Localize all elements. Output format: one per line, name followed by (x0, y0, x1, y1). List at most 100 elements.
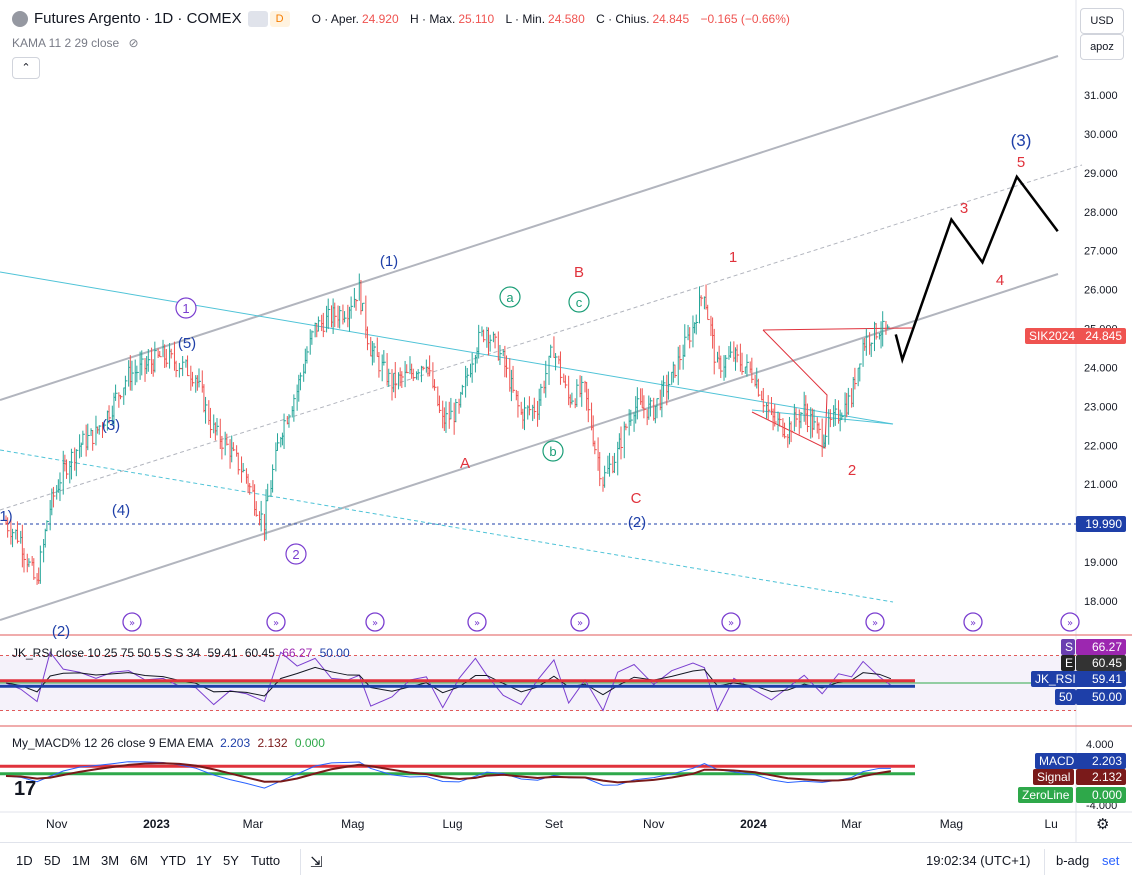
rsi-value-4: 50.00 (319, 646, 350, 660)
open-value: 24.920 (361, 11, 399, 26)
event-marker-glyph: » (129, 618, 135, 629)
chart-canvas[interactable]: 1) (3) (4) (5) (1) (2) (2) (3) 1 2 a b c A B C 1 2 3 4 5 31.… (0, 0, 1132, 842)
macd-legend[interactable]: My_MACD% 12 26 close 9 EMA EMA 2.203 2.1… (12, 736, 325, 750)
price-tick-label: 18.000 (1084, 596, 1118, 608)
gear-icon[interactable]: ⚙ (1096, 816, 1110, 833)
macd-line (5, 761, 891, 789)
wave-label-blue: (5) (178, 335, 196, 352)
wave-label-blue: 1) (0, 508, 13, 525)
price-tick-label: 21.000 (1084, 479, 1118, 491)
wave-label-blue: (2) (628, 514, 646, 531)
rsi-label-text: JK_RSI close 10 25 75 50 5 S S 34 (12, 646, 201, 660)
range-1y-button[interactable]: 1Y (196, 853, 212, 868)
event-marker-glyph: » (372, 618, 378, 629)
clock-time[interactable]: 19:02:34 (UTC+1) (926, 853, 1031, 868)
zero-value: 0.000 (294, 736, 325, 750)
macd-name-tag: MACD (1035, 753, 1079, 769)
high-value: 25.110 (458, 11, 495, 26)
time-tick-label: Nov (643, 817, 664, 831)
rsi-pane (0, 651, 1076, 712)
wave-label-red: 5 (1017, 154, 1025, 171)
lower-channel-line (0, 273, 1059, 621)
cyan-trend-line (0, 271, 894, 425)
wave-circle-green (542, 440, 564, 462)
upper-channel-line (0, 55, 1059, 401)
event-marker-icon (570, 612, 590, 632)
event-marker-icon (963, 612, 983, 632)
mid-channel-line (0, 164, 1083, 511)
rsi-legend[interactable]: JK_RSI close 10 25 75 50 5 S S 34 59.41 … (12, 646, 350, 660)
time-axis[interactable]: Nov 2023 Mar Mag Lug Set Nov 2024 Mar Mag Lu (46, 817, 1058, 831)
macd-value-tag: 2.203 (1076, 753, 1126, 769)
wave-circle-purple (175, 297, 197, 319)
open-label: O · Aper. (311, 11, 359, 26)
event-marker-icon (467, 612, 487, 632)
event-marker-icon (365, 612, 385, 632)
range-6m-button[interactable]: 6M (130, 853, 149, 868)
range-1m-button[interactable]: 1M (72, 853, 91, 868)
signal-value-tag: 2.132 (1076, 769, 1126, 785)
symbol-title[interactable]: Futures Argento · 1D · COMEX (34, 10, 242, 27)
collapse-legend-button[interactable]: ⌃ (12, 57, 40, 79)
range-ytd-button[interactable]: YTD (160, 853, 186, 868)
range-3m-button[interactable]: 3M (101, 853, 120, 868)
wave-circle-green (499, 286, 521, 308)
signal-name-tag: Signal (1033, 769, 1075, 785)
event-marker-glyph: » (1067, 618, 1073, 629)
rsi-e-letter: E (1061, 655, 1075, 671)
price-axis[interactable]: 31.00030.00029.00028.00027.00026.00025.0… (1084, 90, 1118, 608)
zeroline-name-tag: ZeroLine (1018, 787, 1074, 803)
event-marker-icon (1060, 612, 1080, 632)
rsi-e-tag: 60.45 (1076, 655, 1126, 671)
close-value: 24.845 (652, 11, 690, 26)
kama-label-text: KAMA 11 2 29 close (12, 36, 120, 50)
wave-label-red: B (574, 264, 584, 281)
range-5d-button[interactable]: 5D (44, 853, 61, 868)
event-marker-icon (122, 612, 142, 632)
range-all-button[interactable]: Tutto (251, 853, 281, 868)
toolbar-divider (300, 849, 301, 875)
price-tick-label: 31.000 (1084, 90, 1118, 102)
rsi-value-tag: 59.41 (1076, 671, 1126, 687)
price-tick-label: 26.000 (1084, 285, 1118, 297)
scale-button[interactable]: apoz (1080, 34, 1124, 60)
trend-lines[interactable] (0, 55, 1083, 621)
range-1d-button[interactable]: 1D (16, 853, 33, 868)
wave-label-green: b (549, 444, 556, 459)
market-status-icon[interactable] (247, 10, 268, 27)
kama-indicator-label[interactable]: KAMA 11 2 29 close ⊘ (12, 36, 139, 50)
wave-label-blue: (3) (102, 417, 120, 434)
symbol-logo-icon (12, 10, 28, 27)
range-5y-button[interactable]: 5Y (223, 853, 239, 868)
wave-label-purple: 2 (292, 547, 299, 562)
wave-label-blue: (4) (112, 502, 130, 519)
currency-button[interactable]: USD (1080, 8, 1124, 34)
tradingview-logo-icon[interactable]: 17 (14, 778, 37, 800)
wave-label-green: c (576, 295, 583, 310)
ohlc-values: O · Aper. 24.920 H · Max. 25.110 L · Min. 2… (312, 12, 798, 26)
event-marker-glyph: » (474, 618, 480, 629)
event-marker-icon (865, 612, 885, 632)
time-tick-label: 2024 (740, 817, 767, 831)
time-tick-label: Nov (46, 817, 67, 831)
date-range-icon[interactable]: ⇲ (310, 854, 323, 871)
delayed-badge[interactable]: D (269, 10, 290, 27)
low-value: 24.580 (548, 11, 585, 26)
time-tick-label: Mar (243, 817, 264, 831)
settlement-button[interactable]: set (1102, 853, 1120, 868)
elliott-projection-line (894, 174, 1059, 364)
time-tick-label: Lug (443, 817, 463, 831)
eye-slash-icon[interactable]: ⊘ (128, 36, 139, 50)
signal-value: 2.132 (257, 736, 288, 750)
chevron-up-icon: ⌃ (21, 62, 31, 74)
chart-header: Futures Argento · 1D · COMEX D O · Aper.… (12, 10, 798, 27)
time-tick-label: Mag (940, 817, 963, 831)
event-marker-glyph: » (273, 618, 279, 629)
wave-projection[interactable] (894, 174, 1059, 364)
adjust-button[interactable]: b-adg (1056, 853, 1090, 868)
zeroline-value-tag: 0.000 (1076, 787, 1126, 803)
cyan-lower-triangle-line (751, 409, 894, 425)
symbol-price-tag: SIK2024 (1025, 328, 1080, 344)
high-label: H · Max. (409, 11, 456, 26)
event-markers[interactable]: » » » » » » » » » (122, 612, 1080, 632)
